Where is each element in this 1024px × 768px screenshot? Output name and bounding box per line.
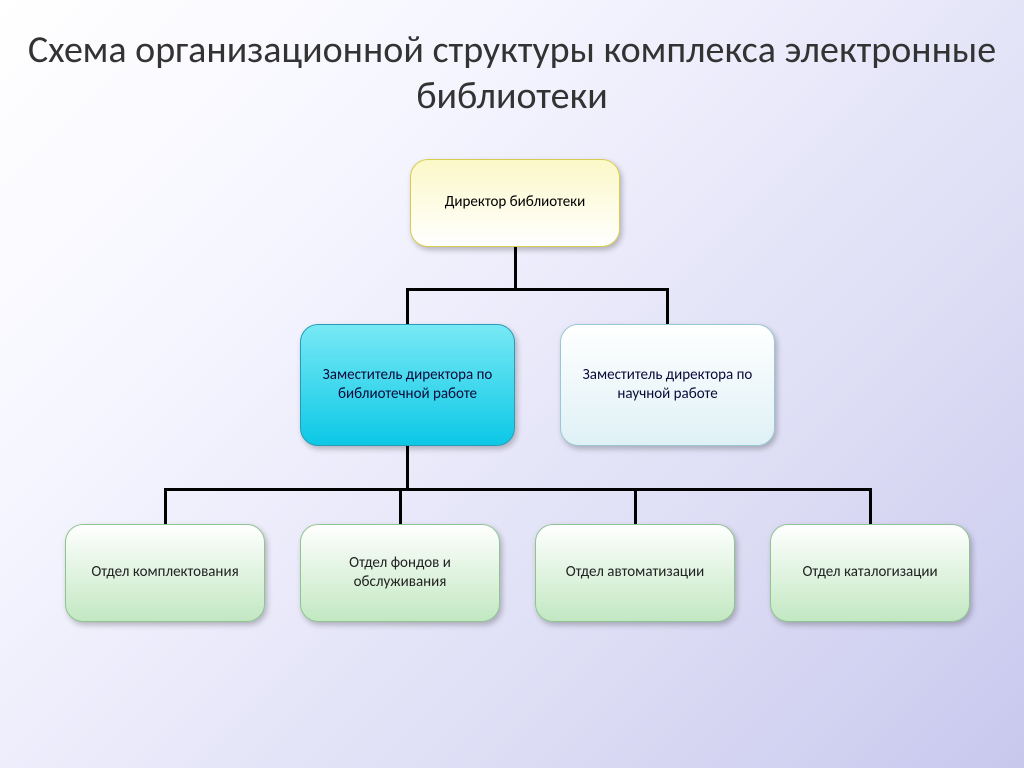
connector: [406, 288, 669, 291]
node-deputy-sci: Заместитель директора по научной работе: [560, 324, 775, 446]
page-title: Схема организационной структуры комплекс…: [0, 0, 1024, 119]
org-chart: Директор библиотеки Заместитель директора…: [0, 119, 1024, 739]
connector: [634, 488, 637, 525]
connector: [666, 288, 669, 325]
connector: [514, 247, 517, 289]
node-deputy-lib: Заместитель директора по библиотечной ра…: [300, 324, 515, 446]
node-dept-acq: Отдел комплектования: [65, 524, 265, 622]
node-dept-cat: Отдел каталогизации: [770, 524, 970, 622]
connector: [399, 488, 402, 525]
node-dept-auto: Отдел автоматизации: [535, 524, 735, 622]
connector: [164, 488, 167, 525]
connector: [406, 446, 409, 489]
connector: [164, 488, 872, 491]
connector: [406, 288, 409, 325]
node-dept-funds: Отдел фондов и обслуживания: [300, 524, 500, 622]
connector: [869, 488, 872, 525]
node-director: Директор библиотеки: [410, 159, 620, 247]
